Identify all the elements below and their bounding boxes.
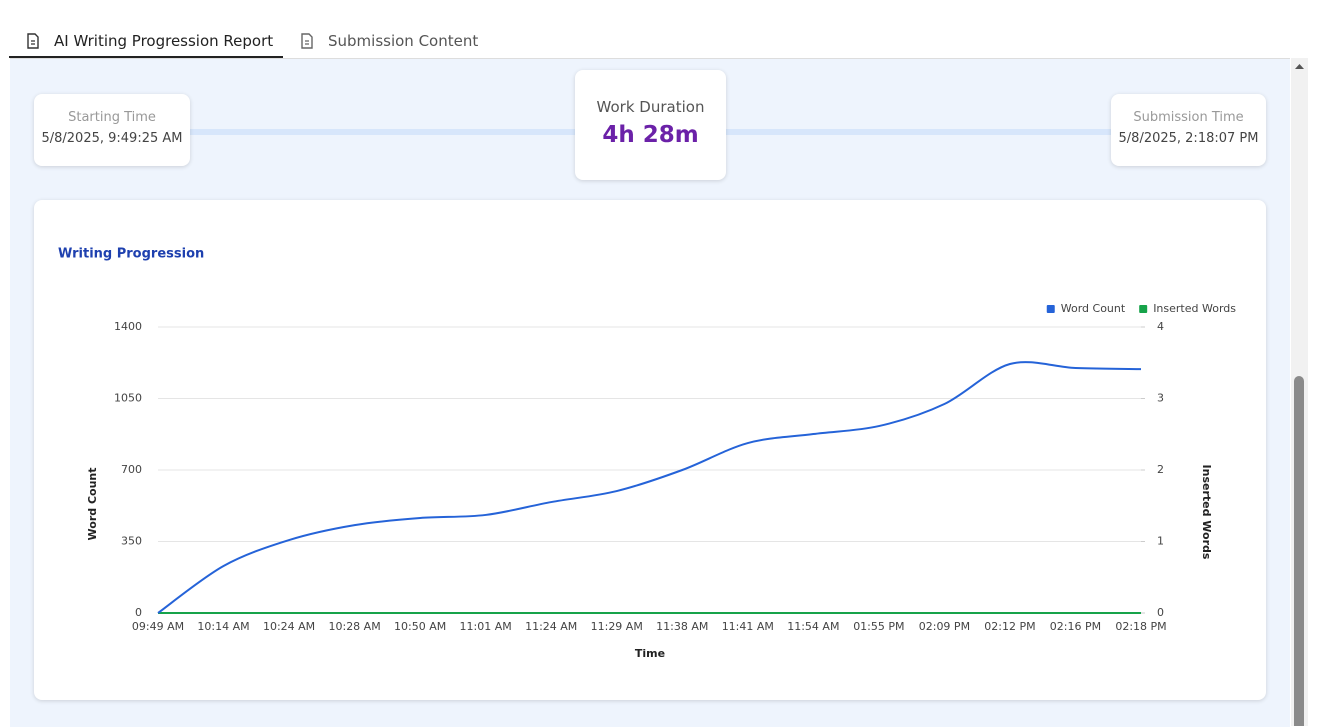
chart-card: Writing Progression Time Word Count Inse… [34,200,1266,700]
chart-title: Writing Progression [58,247,204,262]
card-value: 5/8/2025, 9:49:25 AM [41,131,183,146]
y2-tick-label: 1 [1157,535,1164,548]
end-card: Submission Time 5/8/2025, 2:18:07 PM [1111,94,1266,166]
card-label: Starting Time [68,110,156,125]
card-label: Work Duration [596,98,705,116]
x-tick-label: 02:18 PM [1115,620,1166,633]
start-card: Starting Time 5/8/2025, 9:49:25 AM [34,94,190,166]
duration-card: Work Duration 4h 28m [575,70,726,180]
x-tick-label: 11:54 AM [787,620,839,633]
x-tick-label: 11:01 AM [460,620,512,633]
y-tick-label: 700 [121,463,142,476]
x-tick-label: 11:24 AM [525,620,577,633]
legend-swatch [1046,305,1055,313]
x-tick-label: 02:09 PM [919,620,970,633]
x-tick-label: 10:14 AM [197,620,249,633]
y-tick-label: 350 [121,535,142,548]
legend-label: Inserted Words [1153,302,1236,315]
scroll-up-arrow[interactable] [1291,58,1308,75]
legend-swatch [1139,305,1148,313]
legend-label: Word Count [1061,302,1126,315]
line-series [157,361,1142,614]
scroll-thumb[interactable] [1294,376,1304,726]
y2-tick-label: 2 [1157,463,1164,476]
x-tick-label: 11:29 AM [591,620,643,633]
x-tick-label: 11:41 AM [722,620,774,633]
tab-label: AI Writing Progression Report [54,32,274,50]
card-value: 5/8/2025, 2:18:07 PM [1118,131,1259,146]
x-tick-label: 11:38 AM [656,620,708,633]
x-tick-label: 10:28 AM [328,620,380,633]
scrollbar[interactable] [1291,58,1308,726]
tab[interactable]: AI Writing Progression Report [26,24,273,58]
x-tick-label: 02:16 PM [1050,620,1101,633]
y2-tick-label: 4 [1157,320,1164,333]
x-tick-label: 02:12 PM [984,620,1035,633]
y-tick-label: 1050 [114,392,142,405]
y-axis-title: Word Count [86,468,99,541]
x-tick-label: 10:50 AM [394,620,446,633]
card-label: Submission Time [1133,110,1244,125]
tab[interactable]: Submission Content [300,24,478,58]
x-tick-label: 01:55 PM [853,620,904,633]
doc-icon [27,33,39,49]
tab-label: Submission Content [328,32,479,50]
active-tab-indicator [9,56,283,58]
y-tick-label: 1400 [114,320,142,333]
x-tick-label: 10:24 AM [263,620,315,633]
doc-icon [301,33,313,49]
x-tick-label: 09:49 AM [132,620,184,633]
y2-axis-title: Inserted Words [1200,465,1213,560]
chart: Writing Progression Time Word Count Inse… [58,247,1236,661]
y2-tick-label: 3 [1157,392,1164,405]
y2-tick-label: 0 [1157,606,1164,619]
card-value: 4h 28m [602,122,699,148]
x-axis-title: Time [635,647,665,660]
y-tick-label: 0 [135,606,142,619]
